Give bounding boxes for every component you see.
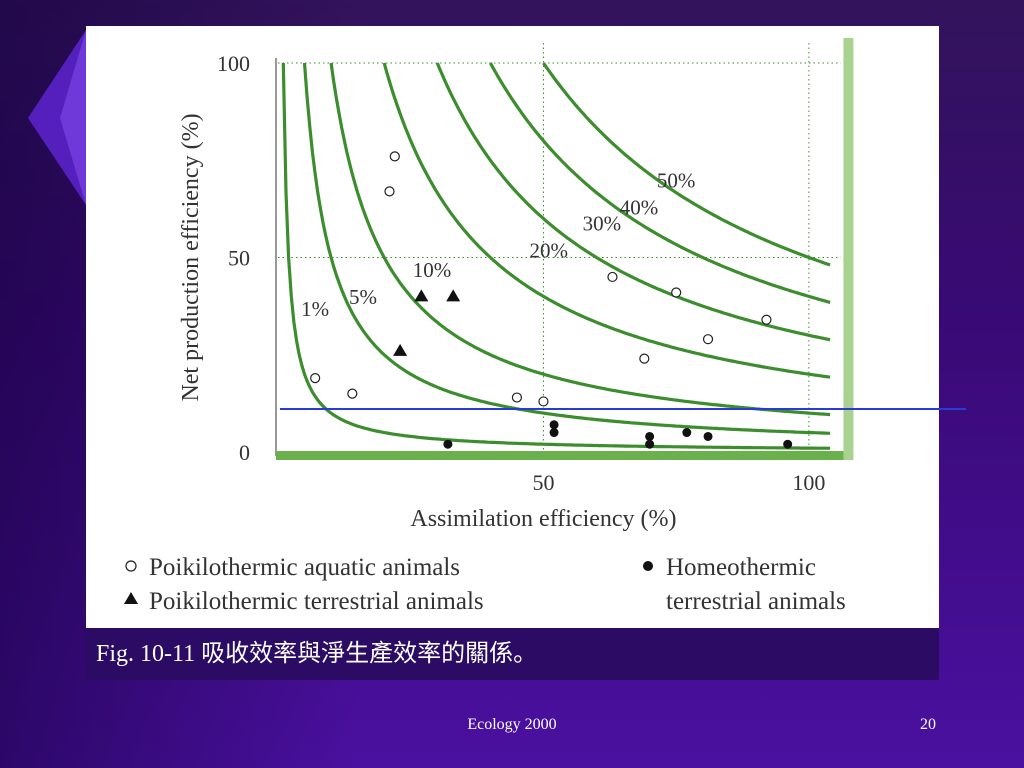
curve-20pct (382, 62, 831, 379)
point-aquatic (702, 334, 714, 345)
legend-label-aquatic: Poikilothermic aquatic animals (149, 554, 460, 581)
page-number: 20 (920, 716, 936, 733)
legend-label-terrestrial: Poikilothermic terrestrial animals (149, 588, 484, 615)
curve-label-10pct: 10% (413, 258, 452, 282)
legend-marker-homeotherm (643, 561, 653, 571)
legend-label-homeotherm-1: Homeothermic (666, 554, 816, 581)
curve-label-40pct: 40% (620, 196, 659, 220)
point-homeotherm (783, 439, 793, 449)
point-aquatic (671, 287, 682, 298)
x-axis-bar (276, 451, 852, 460)
point-homeotherm (549, 428, 559, 438)
point-aquatic (347, 388, 358, 399)
legend-marker-terrestrial (124, 592, 138, 604)
legend-label-homeotherm-2: terrestrial animals (666, 588, 846, 615)
curve-40pct (488, 62, 831, 304)
curve-label-1pct: 1% (301, 297, 329, 321)
y-tick-label-50: 50 (228, 246, 250, 271)
point-homeotherm (645, 431, 655, 441)
point-terrestrial-poikilotherm (393, 343, 408, 356)
x-axis-label: Assimilation efficiency (%) (410, 506, 676, 532)
curve-30pct (435, 62, 831, 342)
annotation-line (280, 408, 966, 410)
right-axis-bar (843, 38, 854, 460)
point-homeotherm (443, 439, 453, 449)
point-homeotherm (549, 420, 559, 430)
y-axis-label: Net production efficiency (%) (178, 113, 204, 401)
point-aquatic (389, 151, 400, 162)
curve-10pct (329, 62, 831, 417)
point-homeotherm (703, 431, 713, 441)
point-aquatic (538, 396, 549, 407)
point-aquatic (761, 314, 772, 325)
y-tick-label-100: 100 (217, 51, 250, 76)
slide-footer: Ecology 2000 (467, 716, 557, 733)
curve-50pct (542, 62, 831, 267)
figure-panel: 0 50 100 50 100 Assimilation efficiency (%) Ne… (86, 26, 939, 628)
curve-1pct (281, 62, 831, 450)
legend-marker-aquatic (125, 560, 137, 572)
curve-5pct (302, 62, 831, 435)
point-aquatic (384, 186, 395, 197)
point-terrestrial-poikilotherm (446, 289, 461, 302)
point-homeotherm (645, 439, 655, 449)
y-tick-label-0: 0 (239, 440, 250, 465)
curve-label-50pct: 50% (657, 168, 696, 192)
x-tick-label-50: 50 (532, 470, 554, 495)
point-homeotherm (682, 428, 692, 438)
point-terrestrial-poikilotherm (414, 289, 429, 302)
efficiency-chart: 0 50 100 50 100 Assimilation efficiency (%) Ne… (124, 38, 854, 615)
curve-label-20pct: 20% (530, 239, 569, 263)
curve-label-30pct: 30% (583, 211, 622, 235)
curve-label-5pct: 5% (349, 285, 377, 309)
point-aquatic (310, 372, 321, 384)
x-tick-label-100: 100 (792, 470, 825, 495)
point-aquatic (639, 353, 650, 364)
figure-caption: Fig. 10-11 吸收效率與淨生產效率的關係。 (86, 628, 939, 680)
point-aquatic (607, 271, 618, 283)
point-aquatic (511, 392, 523, 403)
decorative-shape (28, 30, 86, 205)
